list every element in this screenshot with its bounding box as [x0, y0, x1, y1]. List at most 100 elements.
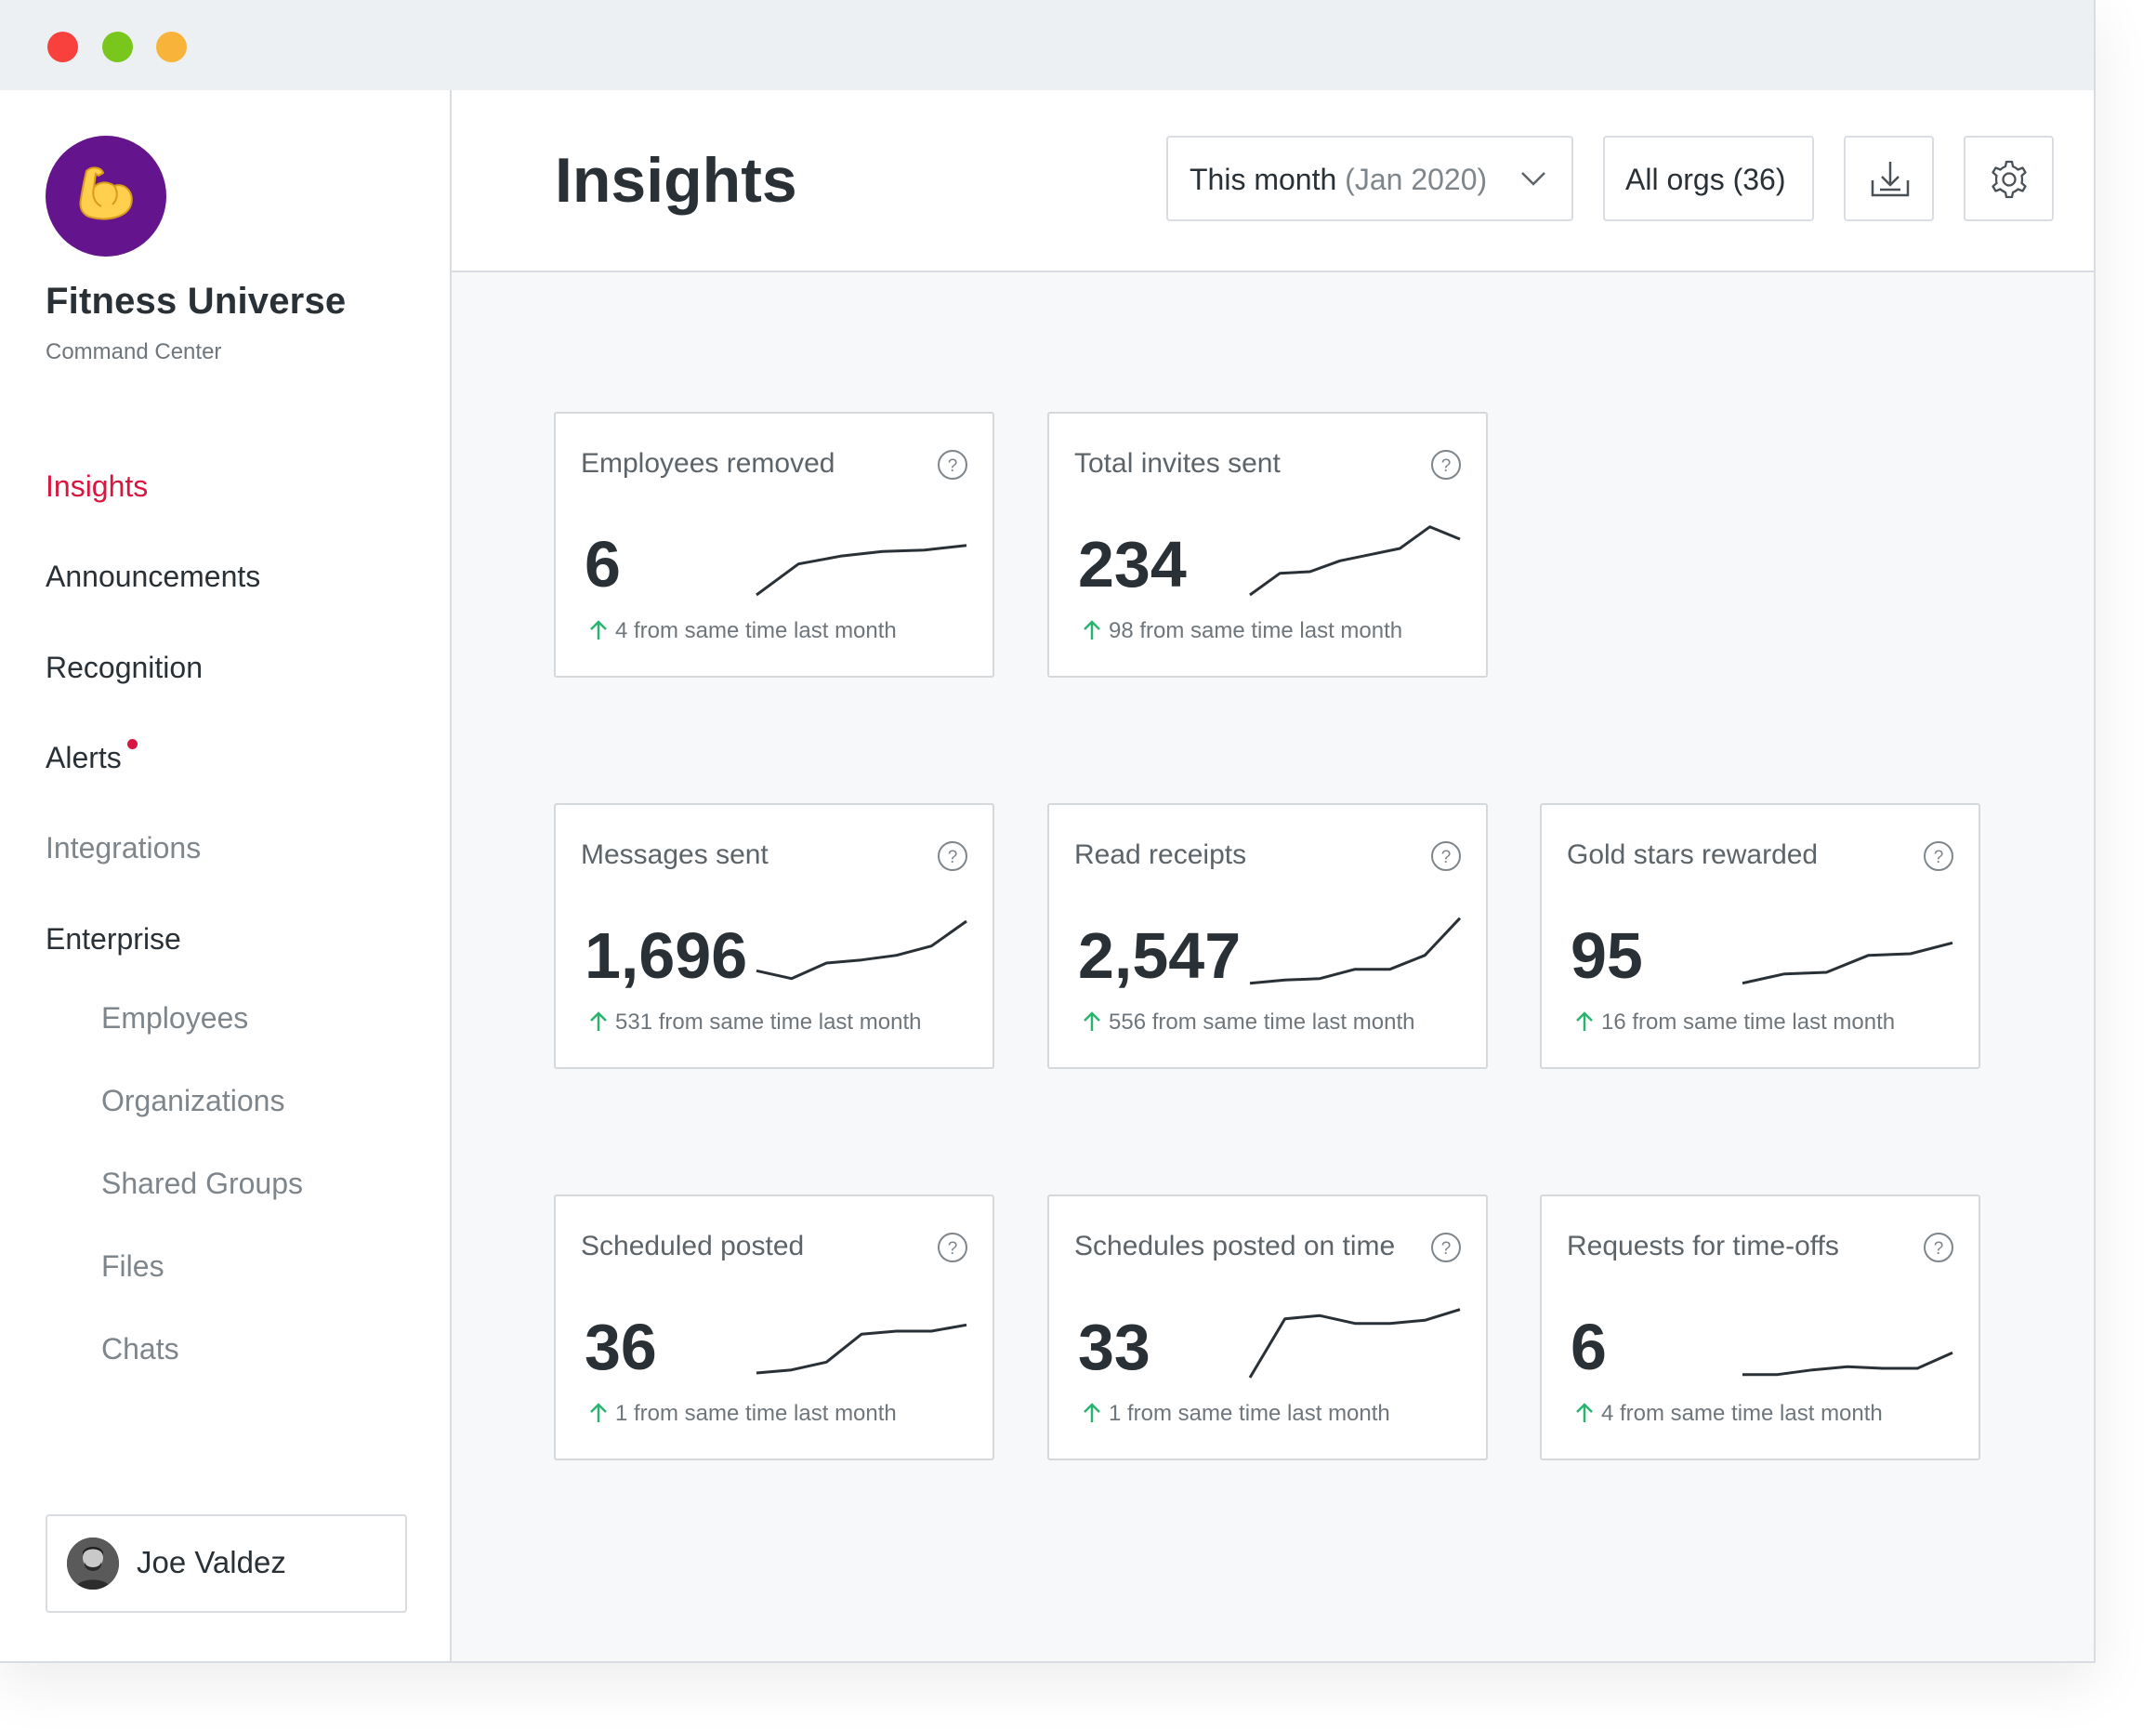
metric-value: 1,696: [585, 919, 748, 992]
metric-title: Messages sent: [581, 839, 769, 870]
alerts-notification-dot: [127, 739, 138, 749]
metric-card-messages-sent[interactable]: Messages sent ? 1,696 531 from same time…: [554, 803, 994, 1069]
arrow-up-icon: [1084, 620, 1100, 640]
sparkline: [1742, 1351, 1953, 1377]
sidebar-subitem-employees[interactable]: Employees: [101, 1001, 249, 1035]
gear-icon: [1992, 160, 2027, 199]
metric-title: Schedules posted on time: [1074, 1231, 1396, 1261]
brand-subtitle: Command Center: [46, 339, 222, 364]
sparkline: [1249, 525, 1461, 597]
sparkline: [1742, 941, 1953, 985]
sidebar: Fitness Universe Command Center Insights…: [0, 90, 452, 1661]
arrow-up-icon: [1084, 1403, 1100, 1422]
metric-title: Employees removed: [581, 448, 835, 479]
help-icon[interactable]: ?: [1430, 1232, 1462, 1263]
help-icon[interactable]: ?: [937, 449, 968, 481]
help-icon[interactable]: ?: [1430, 840, 1462, 872]
sparkline: [756, 919, 967, 981]
user-name: Joe Valdez: [137, 1545, 286, 1579]
sparkline: [756, 544, 967, 597]
sidebar-item-enterprise[interactable]: Enterprise: [46, 922, 181, 956]
metric-value: 95: [1571, 919, 1643, 992]
metric-card-schedules-posted-on-time[interactable]: Schedules posted on time ? 33 1 from sam…: [1047, 1194, 1488, 1460]
brand-name: Fitness Universe: [46, 281, 347, 322]
svg-text:?: ?: [948, 456, 958, 476]
svg-text:?: ?: [1934, 1239, 1944, 1259]
arrow-up-icon: [590, 1011, 607, 1031]
zoom-window-button[interactable]: [102, 32, 133, 62]
flexed-biceps-icon: [79, 166, 133, 220]
svg-text:?: ?: [948, 1239, 958, 1259]
metric-delta: 1 from same time last month: [615, 1401, 897, 1426]
svg-text:?: ?: [1441, 456, 1452, 476]
user-menu-button[interactable]: Joe Valdez: [46, 1514, 407, 1613]
help-icon[interactable]: ?: [1923, 840, 1954, 872]
arrow-up-icon: [1576, 1403, 1593, 1422]
page-header: Insights This month (Jan 2020) All orgs …: [452, 90, 2094, 272]
brand-logo-icon: [46, 136, 166, 257]
download-button[interactable]: [1844, 136, 1934, 221]
help-icon[interactable]: ?: [937, 1232, 968, 1263]
metric-delta: 4 from same time last month: [1601, 1401, 1883, 1426]
orgs-filter-label: All orgs (36): [1625, 163, 1786, 196]
metric-delta: 531 from same time last month: [615, 1010, 922, 1035]
metric-card-gold-stars-rewarded[interactable]: Gold stars rewarded ? 95 16 from same ti…: [1540, 803, 1980, 1069]
metric-delta: 1 from same time last month: [1109, 1401, 1390, 1426]
metric-delta: 556 from same time last month: [1109, 1010, 1415, 1035]
insights-grid: Employees removed ? 6 4 from same time l…: [452, 272, 2094, 1661]
metric-delta: 16 from same time last month: [1601, 1010, 1896, 1035]
app-window: Fitness Universe Command Center Insights…: [0, 0, 2096, 1663]
metric-title: Requests for time-offs: [1567, 1231, 1839, 1261]
metric-value: 6: [585, 528, 621, 601]
sidebar-item-insights[interactable]: Insights: [46, 469, 149, 503]
sidebar-item-integrations[interactable]: Integrations: [46, 831, 202, 864]
metric-card-scheduled-posted[interactable]: Scheduled posted ? 36 1 from same time l…: [554, 1194, 994, 1460]
help-icon[interactable]: ?: [1430, 449, 1462, 481]
svg-text:?: ?: [948, 848, 958, 867]
metric-title: Scheduled posted: [581, 1231, 805, 1261]
sidebar-item-alerts[interactable]: Alerts: [46, 741, 122, 774]
sidebar-item-recognition[interactable]: Recognition: [46, 651, 203, 684]
metric-card-requests-for-time-offs[interactable]: Requests for time-offs ? 6 4 from same t…: [1540, 1194, 1980, 1460]
orgs-filter-button[interactable]: All orgs (36): [1603, 136, 1814, 221]
download-icon: [1871, 162, 1910, 197]
metric-title: Read receipts: [1074, 839, 1247, 870]
metric-value: 6: [1571, 1311, 1607, 1383]
arrow-up-icon: [590, 620, 607, 640]
user-avatar-icon: [67, 1538, 119, 1590]
metric-value: 33: [1078, 1311, 1150, 1383]
period-value: (Jan 2020): [1345, 163, 1488, 196]
period-dropdown[interactable]: This month (Jan 2020): [1166, 136, 1573, 221]
sidebar-item-announcements[interactable]: Announcements: [46, 560, 261, 593]
avatar: [67, 1538, 119, 1590]
minimize-window-button[interactable]: [156, 32, 187, 62]
metric-value: 234: [1078, 528, 1187, 601]
arrow-up-icon: [590, 1403, 607, 1422]
help-icon[interactable]: ?: [1923, 1232, 1954, 1263]
sidebar-subitem-chats[interactable]: Chats: [101, 1332, 179, 1366]
close-window-button[interactable]: [47, 32, 78, 62]
page-title: Insights: [555, 145, 797, 216]
metric-card-total-invites-sent[interactable]: Total invites sent ? 234 98 from same ti…: [1047, 412, 1488, 678]
sparkline: [756, 1323, 967, 1375]
sidebar-subitem-organizations[interactable]: Organizations: [101, 1084, 285, 1117]
svg-text:?: ?: [1441, 848, 1452, 867]
svg-text:?: ?: [1934, 848, 1944, 867]
help-icon[interactable]: ?: [937, 840, 968, 872]
metric-value: 2,547: [1078, 919, 1242, 992]
metric-title: Gold stars rewarded: [1567, 839, 1819, 870]
sidebar-subitem-shared-groups[interactable]: Shared Groups: [101, 1167, 304, 1200]
arrow-up-icon: [1576, 1011, 1593, 1031]
svg-text:?: ?: [1441, 1239, 1452, 1259]
metric-card-read-receipts[interactable]: Read receipts ? 2,547 556 from same time…: [1047, 803, 1488, 1069]
sidebar-subitem-files[interactable]: Files: [101, 1249, 164, 1283]
period-label: This month: [1190, 163, 1337, 196]
sparkline: [1249, 917, 1462, 985]
metric-title: Total invites sent: [1074, 448, 1281, 479]
arrow-up-icon: [1084, 1011, 1100, 1031]
title-bar: [0, 0, 2094, 90]
chevron-down-icon: [1521, 172, 1545, 186]
sparkline: [1248, 1308, 1461, 1379]
settings-button[interactable]: [1964, 136, 2054, 221]
metric-card-employees-removed[interactable]: Employees removed ? 6 4 from same time l…: [554, 412, 994, 678]
